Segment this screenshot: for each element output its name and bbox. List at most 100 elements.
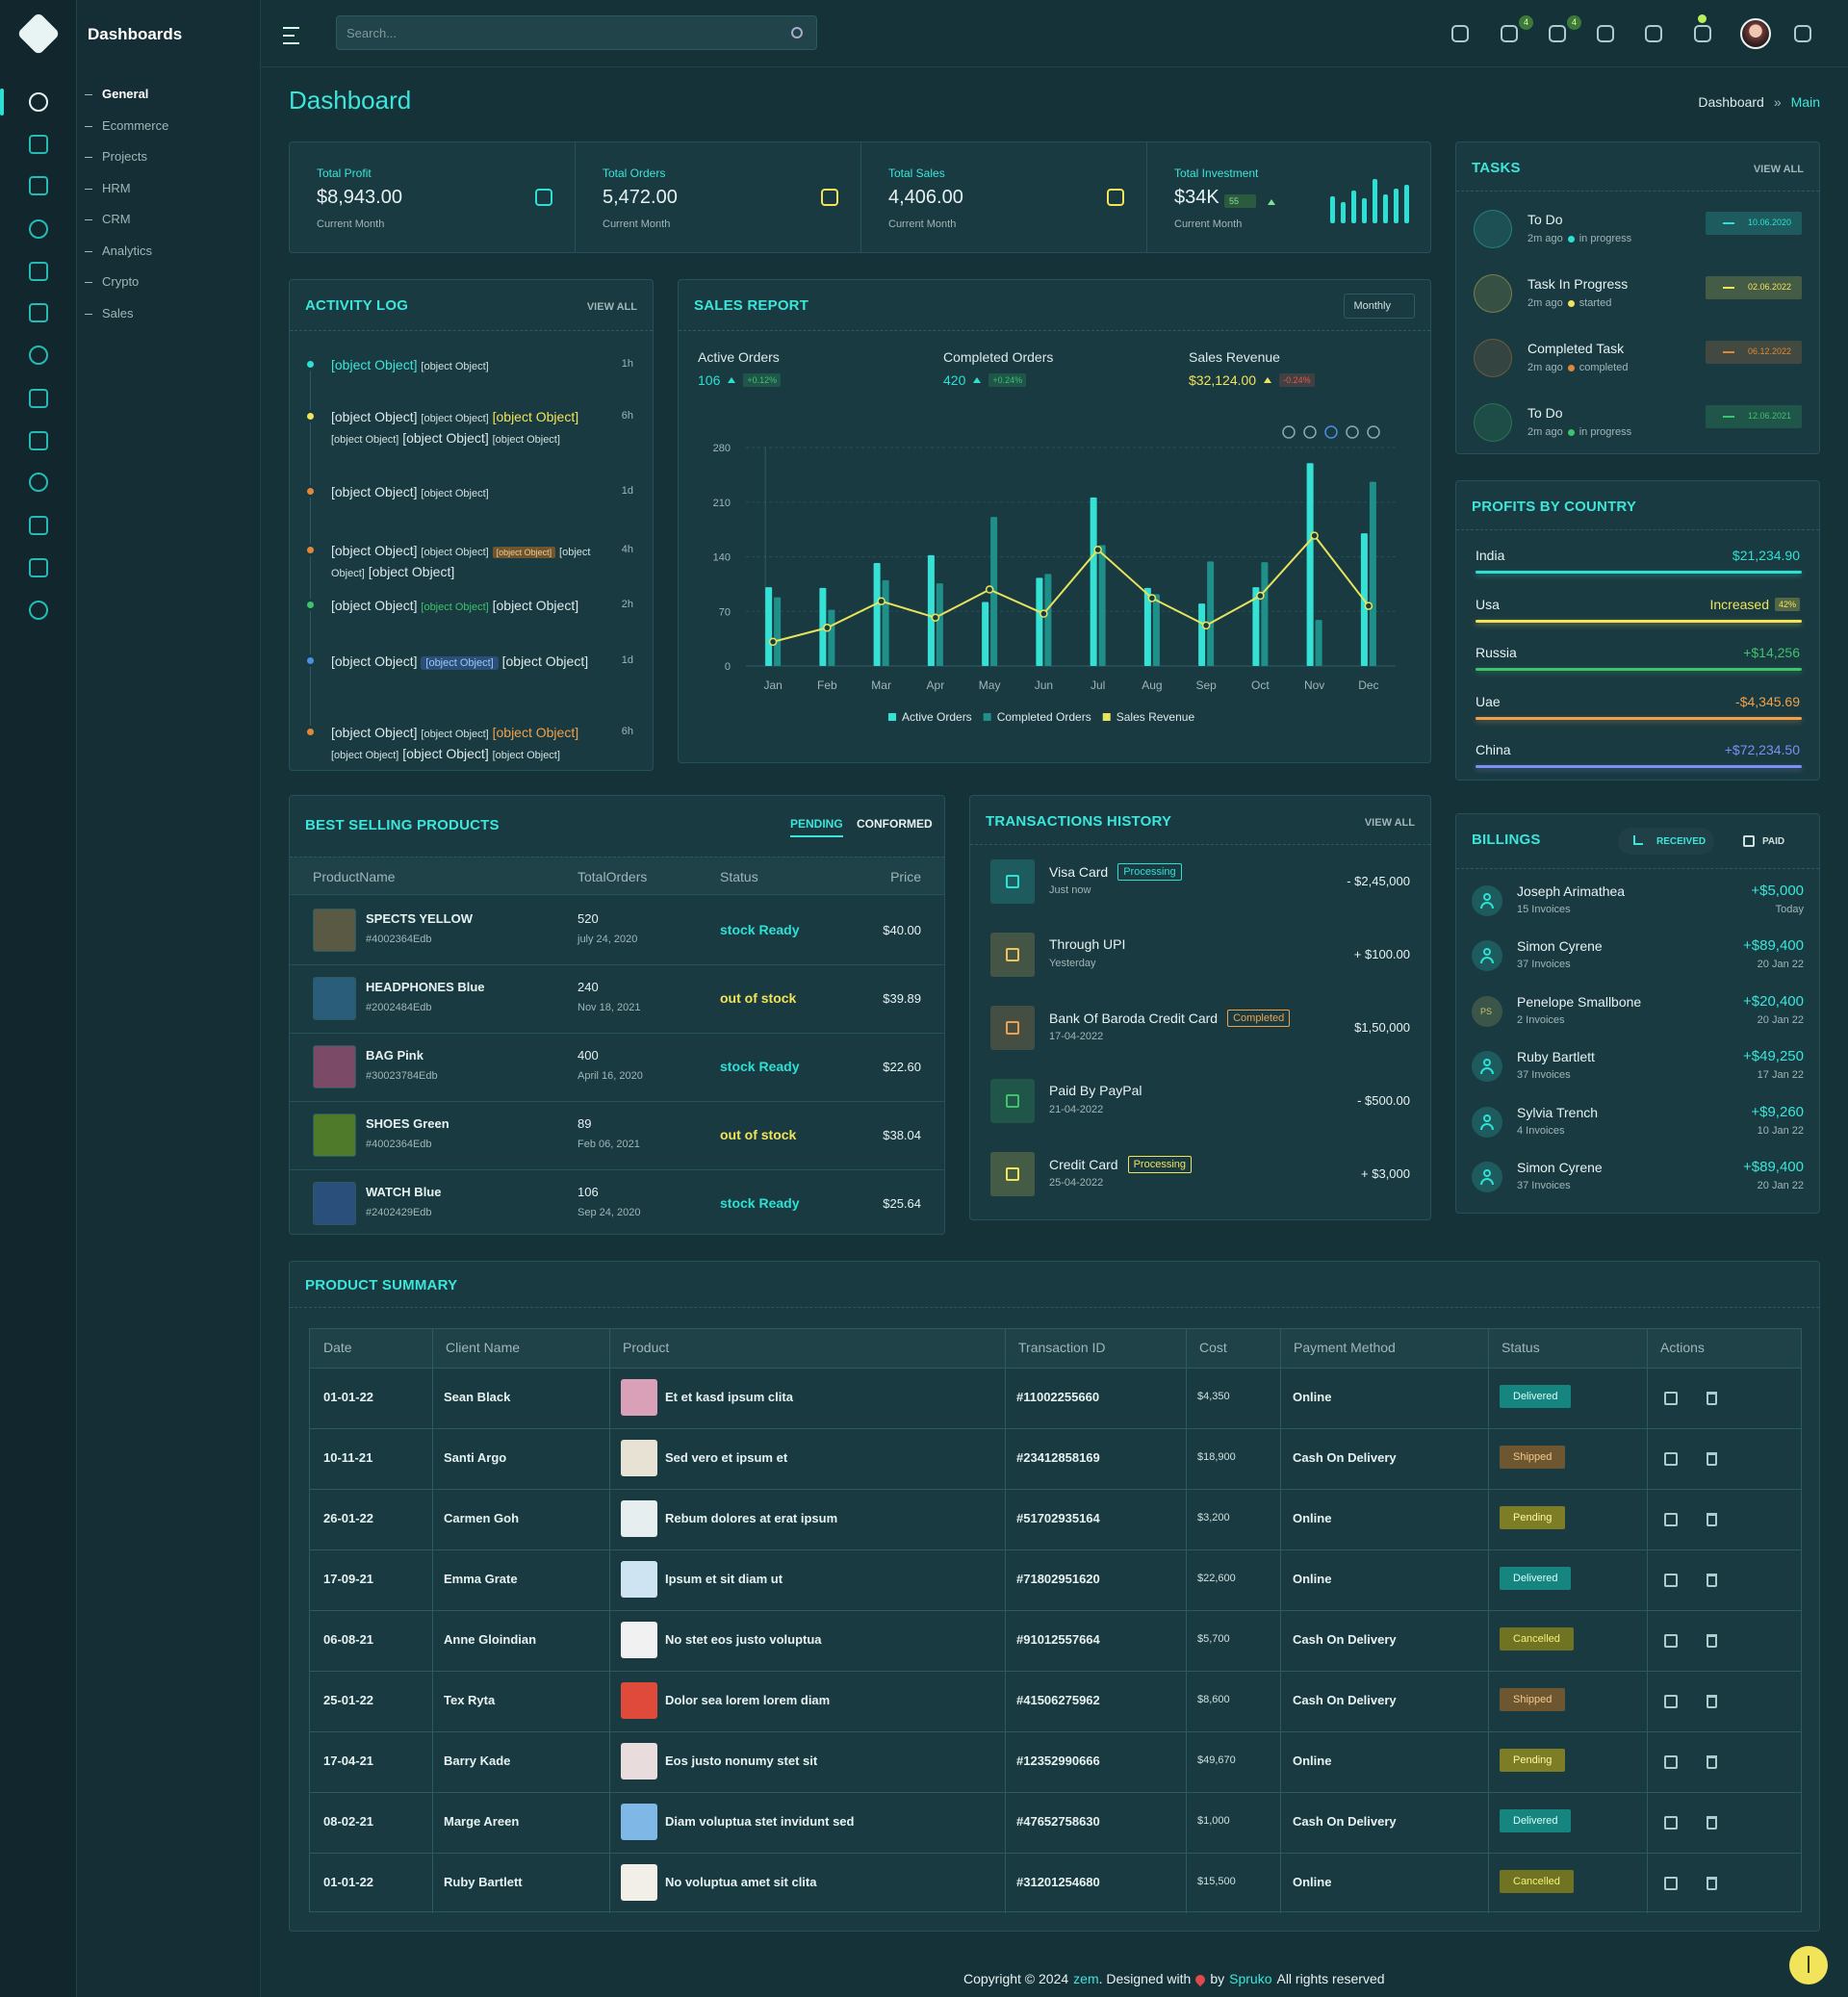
metric-change: -0.24% bbox=[1279, 373, 1315, 387]
divider bbox=[1456, 191, 1819, 192]
divider bbox=[679, 330, 1430, 331]
task-date: 02.06.2022 bbox=[1706, 276, 1802, 299]
x-tick-label: Oct bbox=[1251, 678, 1270, 692]
page-title: Dashboard bbox=[289, 86, 412, 115]
menu-item[interactable]: HRM bbox=[102, 180, 131, 195]
product-date: April 16, 2020 bbox=[578, 1070, 643, 1082]
profit-value: -$4,345.69 bbox=[1735, 693, 1800, 709]
header-icon[interactable] bbox=[1794, 25, 1811, 42]
header-icon[interactable] bbox=[1645, 25, 1662, 42]
panel-title: PROFITS BY COUNTRY bbox=[1472, 499, 1637, 515]
edit-action[interactable] bbox=[1664, 1816, 1678, 1830]
delete-action[interactable] bbox=[1707, 1877, 1717, 1890]
country-name: India bbox=[1476, 548, 1505, 563]
search-box[interactable]: Search... bbox=[336, 15, 817, 50]
header-icon[interactable] bbox=[1597, 25, 1614, 42]
sidebar-icon[interactable] bbox=[29, 135, 48, 154]
tab-label[interactable]: PAID bbox=[1762, 836, 1785, 847]
edit-action[interactable] bbox=[1664, 1574, 1678, 1587]
sidebar-icon[interactable] bbox=[29, 303, 48, 322]
edit-action[interactable] bbox=[1664, 1695, 1678, 1708]
product-thumb bbox=[313, 977, 356, 1020]
avatar-head bbox=[1483, 893, 1491, 901]
header-icon[interactable] bbox=[1451, 25, 1469, 42]
sidebar-icon[interactable] bbox=[29, 262, 48, 281]
sidebar-icon[interactable] bbox=[29, 92, 48, 112]
delete-action[interactable] bbox=[1707, 1452, 1717, 1466]
delete-action[interactable] bbox=[1707, 1574, 1717, 1587]
edit-action[interactable] bbox=[1664, 1634, 1678, 1648]
period-dropdown[interactable]: Monthly bbox=[1344, 294, 1415, 319]
column-header: ProductName bbox=[313, 869, 396, 884]
sidebar-icon[interactable] bbox=[29, 431, 48, 450]
task-status: started bbox=[1578, 297, 1612, 309]
cell-cost: $5,700 bbox=[1197, 1633, 1230, 1645]
header-icon[interactable] bbox=[1501, 25, 1518, 42]
view-all[interactable]: VIEW ALL bbox=[1753, 164, 1804, 175]
view-all[interactable]: VIEW ALL bbox=[1364, 817, 1415, 829]
cell-date: 06-08-21 bbox=[323, 1632, 374, 1647]
profit-value: +$14,256 bbox=[1743, 645, 1800, 660]
edit-action[interactable] bbox=[1664, 1755, 1678, 1769]
country-name: Russia bbox=[1476, 645, 1517, 660]
product-status: out of stock bbox=[720, 1127, 797, 1142]
tab-active[interactable]: PENDING bbox=[790, 817, 843, 837]
menu-item[interactable]: Analytics bbox=[102, 243, 153, 258]
menu-item[interactable]: General bbox=[102, 87, 149, 101]
sparkline-bar bbox=[1373, 179, 1377, 223]
sidebar-icon[interactable] bbox=[29, 389, 48, 408]
delete-action[interactable] bbox=[1707, 1513, 1717, 1526]
product-thumb bbox=[621, 1622, 657, 1658]
breadcrumb-item[interactable]: Dashboard bbox=[1698, 94, 1764, 110]
header-icon[interactable] bbox=[1694, 25, 1711, 42]
edit-action[interactable] bbox=[1664, 1392, 1678, 1405]
chart-tool bbox=[1367, 425, 1380, 439]
edit-action[interactable] bbox=[1664, 1452, 1678, 1466]
sidebar-icon[interactable] bbox=[29, 346, 48, 365]
sidebar-icon[interactable] bbox=[29, 516, 48, 535]
edit-action[interactable] bbox=[1664, 1513, 1678, 1526]
tab[interactable]: CONFORMED bbox=[857, 817, 933, 831]
status-badge: Pending bbox=[1500, 1506, 1566, 1529]
delete-action[interactable] bbox=[1707, 1634, 1717, 1648]
panel-title: ACTIVITY LOG bbox=[305, 297, 409, 314]
billing-invoices: 37 Invoices bbox=[1517, 959, 1571, 971]
menu-item[interactable]: Crypto bbox=[102, 274, 140, 289]
delete-action[interactable] bbox=[1707, 1392, 1717, 1405]
sidebar-icon[interactable] bbox=[29, 601, 48, 620]
task-time: 2m ago bbox=[1527, 362, 1563, 373]
header-icon[interactable] bbox=[1549, 25, 1566, 42]
delete-action[interactable] bbox=[1707, 1695, 1717, 1708]
avatar-body bbox=[1480, 957, 1494, 964]
menu-item[interactable]: Projects bbox=[102, 149, 147, 164]
menu-item[interactable]: Sales bbox=[102, 305, 134, 320]
column-header: Transaction ID bbox=[1018, 1340, 1106, 1355]
menu-item[interactable]: CRM bbox=[102, 212, 131, 226]
edit-action[interactable] bbox=[1664, 1877, 1678, 1890]
task-status: in progress bbox=[1578, 426, 1632, 438]
delete-action[interactable] bbox=[1707, 1755, 1717, 1769]
metric-row: 420 +0.24% bbox=[943, 372, 1027, 388]
y-tick-label: 140 bbox=[713, 552, 731, 564]
legend-swatch bbox=[1102, 713, 1111, 721]
x-tick-label: Apr bbox=[927, 678, 945, 692]
sidebar-icon[interactable] bbox=[29, 219, 48, 239]
billing-amount: +$9,260 bbox=[1751, 1103, 1804, 1120]
billing-amount: +$20,400 bbox=[1743, 992, 1804, 1010]
tab-received[interactable]: RECEIVED bbox=[1618, 828, 1714, 855]
view-all[interactable]: VIEW ALL bbox=[586, 301, 637, 313]
divider bbox=[1456, 868, 1819, 869]
task-date: 10.06.2020 bbox=[1706, 212, 1802, 235]
line-point bbox=[1040, 609, 1048, 618]
stat-value: $34K bbox=[1174, 187, 1219, 208]
delete-action[interactable] bbox=[1707, 1816, 1717, 1830]
transaction-amount: + $100.00 bbox=[1353, 947, 1410, 961]
cell-product: Eos justo nonumy stet sit bbox=[665, 1754, 818, 1768]
menu-item[interactable]: Ecommerce bbox=[102, 117, 169, 133]
sidebar-icon[interactable] bbox=[29, 558, 48, 577]
x-tick-label: May bbox=[979, 678, 1001, 692]
avatar[interactable] bbox=[1740, 18, 1771, 49]
sidebar-icon[interactable] bbox=[29, 473, 48, 492]
bar bbox=[1098, 545, 1106, 666]
sidebar-icon[interactable] bbox=[29, 176, 48, 195]
